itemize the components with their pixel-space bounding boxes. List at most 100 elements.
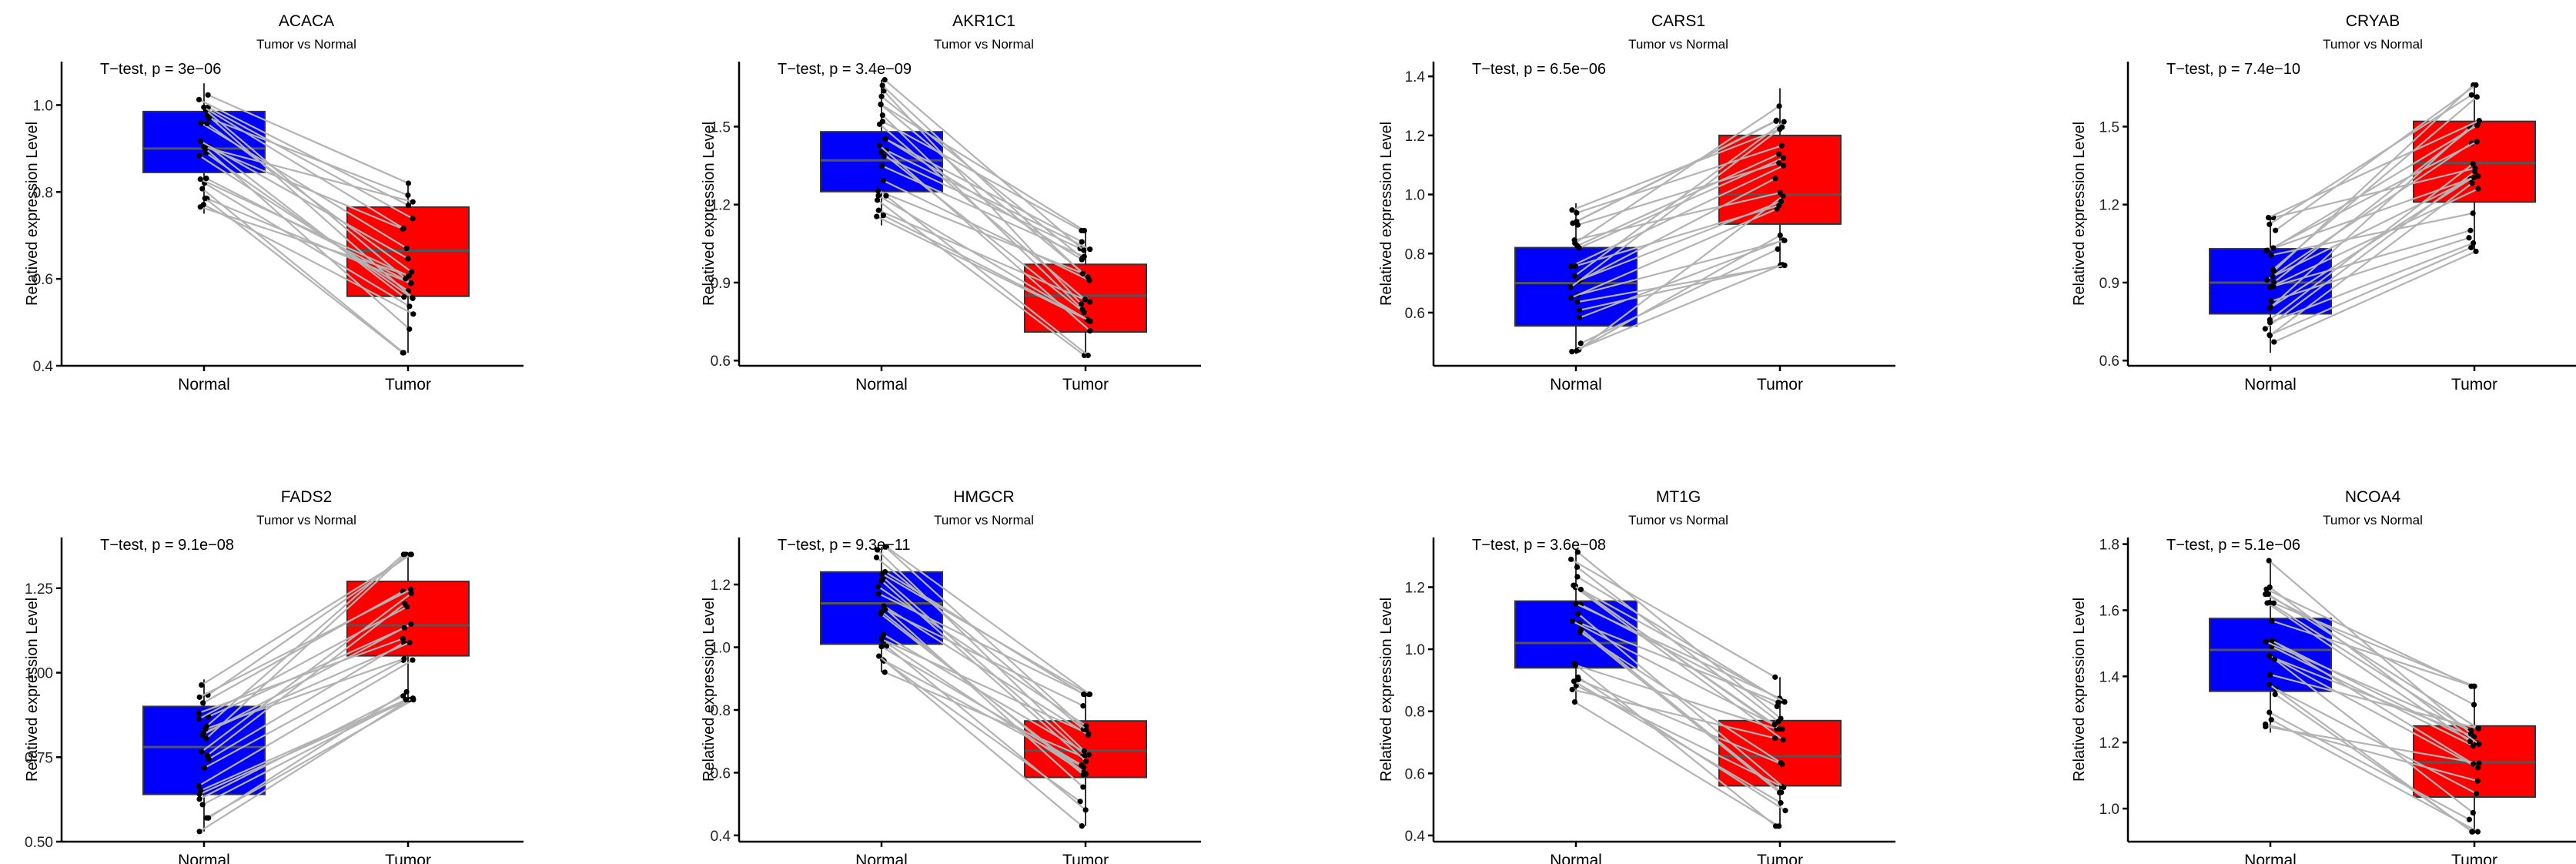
paired-sample-line: [878, 209, 1091, 303]
sample-point-normal: [2271, 268, 2277, 274]
sample-point-normal: [2270, 600, 2277, 606]
paired-sample-line: [202, 623, 412, 736]
sample-point-normal: [873, 554, 880, 561]
sample-point-normal: [1568, 556, 1574, 562]
sample-point-tumor: [2473, 248, 2479, 255]
sample-point-normal: [2271, 279, 2277, 286]
sample-point-tumor: [2470, 742, 2476, 749]
sample-point-tumor: [1772, 674, 1778, 680]
sample-point-tumor: [1086, 692, 1093, 698]
sample-point-tumor: [1077, 799, 1083, 805]
paired-sample-line: [885, 608, 1084, 707]
paired-sample-line: [2269, 586, 2480, 745]
sample-point-normal: [2263, 723, 2269, 730]
paired-sample-line: [200, 698, 406, 792]
sample-point-normal: [2269, 638, 2275, 644]
paired-sample-line: [2269, 94, 2472, 226]
sample-point-tumor: [410, 294, 416, 300]
sample-point-normal: [1577, 340, 1584, 347]
y-tick-label: 1.4: [1405, 69, 1426, 85]
paired-sample-line: [2270, 212, 2474, 256]
chart-title: MT1G: [1656, 488, 1701, 506]
sample-point-normal: [2267, 652, 2273, 658]
sample-point-tumor: [1081, 748, 1087, 754]
sample-point-normal: [2265, 591, 2271, 598]
sample-point-normal: [876, 142, 883, 149]
paired-sample-line: [1571, 263, 1783, 353]
y-tick-label: 0.6: [1405, 766, 1425, 782]
y-tick-label: 0.8: [1405, 246, 1425, 263]
sample-point-normal: [198, 138, 204, 145]
sample-point-tumor: [1079, 270, 1086, 276]
sample-point-tumor: [1775, 718, 1781, 725]
sample-point-tumor: [1780, 737, 1786, 743]
sample-point-normal: [1569, 207, 1575, 213]
sample-point-normal: [196, 796, 202, 802]
sample-point-normal: [204, 752, 210, 759]
sample-point-normal: [203, 176, 209, 182]
paired-sample-line: [202, 203, 414, 315]
sample-point-tumor: [1780, 155, 1787, 161]
sample-point-normal: [2267, 221, 2273, 227]
paired-sample-line: [207, 106, 413, 219]
y-axis-label: Relatived expression Level: [1378, 598, 1395, 782]
x-tick-label-normal: Normal: [1550, 852, 1602, 864]
paired-sample-line: [199, 698, 410, 832]
sample-point-normal: [198, 120, 204, 126]
sample-point-normal: [883, 643, 890, 649]
y-tick-label: 1.2: [1405, 129, 1425, 145]
paired-sample-line: [1573, 680, 1781, 804]
paired-sample-line: [201, 554, 412, 686]
y-tick-label: 0.75: [25, 750, 53, 766]
sample-point-normal: [874, 547, 881, 553]
sample-point-tumor: [1773, 823, 1779, 829]
sample-point-normal: [1567, 284, 1574, 290]
sample-point-tumor: [1777, 126, 1783, 132]
sample-point-normal: [882, 544, 888, 550]
paired-sample-line: [875, 557, 1084, 730]
sample-point-tumor: [403, 276, 409, 282]
sample-point-tumor: [410, 311, 417, 317]
x-tick-label-normal: Normal: [855, 852, 908, 864]
paired-sample-line: [208, 641, 404, 760]
sample-point-tumor: [2475, 725, 2481, 732]
paired-sample-line: [885, 149, 1091, 250]
y-tick-label: 1.8: [2099, 537, 2119, 554]
sample-point-normal: [1569, 618, 1576, 625]
paired-sample-line: [882, 577, 1086, 756]
sample-point-normal: [2270, 273, 2276, 280]
y-tick-label: 1.0: [1405, 188, 1425, 204]
sample-point-tumor: [1782, 808, 1788, 814]
sample-point-tumor: [1080, 772, 1086, 778]
paired-sample-line: [885, 546, 1087, 731]
sample-point-tumor: [1778, 800, 1784, 806]
sample-point-tumor: [405, 180, 412, 186]
sample-point-tumor: [2470, 809, 2476, 816]
paired-sample-line: [2270, 126, 2471, 308]
sample-point-tumor: [1772, 176, 1778, 182]
x-tick-label-tumor: Tumor: [1757, 376, 1803, 393]
paired-sample-line: [1577, 678, 1783, 765]
sample-point-normal: [2269, 618, 2275, 624]
paired-sample-line: [1574, 105, 1780, 244]
paired-sample-line: [1574, 701, 1780, 827]
paired-sample-line: [2269, 178, 2471, 309]
sample-point-normal: [879, 82, 885, 89]
sample-point-normal: [2267, 333, 2273, 339]
y-tick-label: 1.5: [2099, 119, 2119, 136]
sample-point-tumor: [1080, 692, 1087, 698]
paired-sample-line: [1571, 128, 1781, 211]
sample-point-normal: [1571, 699, 1578, 705]
paired-sample-line: [2265, 725, 2480, 765]
paired-sample-line: [204, 197, 403, 353]
sample-point-normal: [875, 207, 882, 213]
sample-point-tumor: [1080, 703, 1086, 709]
paired-sample-line: [2269, 601, 2471, 732]
x-tick-label-tumor: Tumor: [385, 852, 431, 864]
sample-point-tumor: [1777, 232, 1783, 239]
y-tick-label: 0.9: [2099, 276, 2119, 292]
sample-point-tumor: [400, 635, 406, 641]
sample-point-tumor: [405, 256, 411, 262]
sample-point-tumor: [400, 226, 406, 232]
